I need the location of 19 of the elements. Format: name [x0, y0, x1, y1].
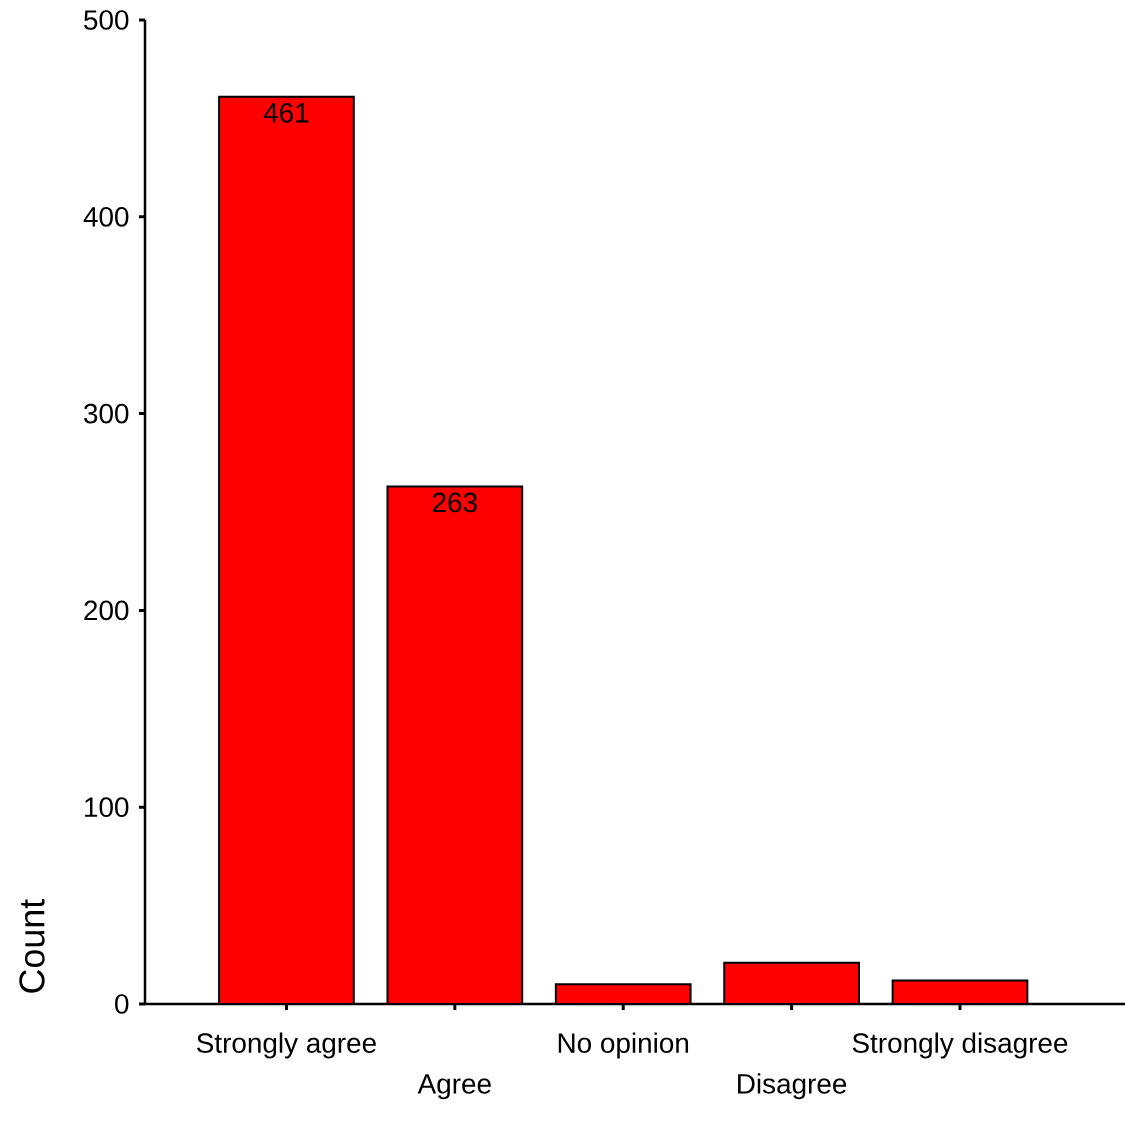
y-tick-label: 400 [83, 206, 129, 227]
x-tick-label: No opinion [558, 1032, 689, 1059]
x-tick-label: Disagree [738, 1073, 847, 1100]
bar [723, 961, 860, 1004]
y-tick-label: 0 [115, 994, 129, 1014]
bar [554, 983, 692, 1004]
x-tick-label: Strongly agree [197, 1032, 376, 1059]
y-tick-label: 300 [84, 403, 129, 424]
y-tick-label: 100 [85, 797, 129, 818]
bar [218, 95, 355, 1004]
bar [386, 485, 524, 1004]
y-tick-label: 500 [84, 10, 129, 30]
bar [891, 979, 1029, 1004]
data-label: 263 [432, 492, 477, 513]
x-tick-label: Strongly disagree [852, 1032, 1068, 1059]
y-axis-title: Count [19, 899, 45, 993]
y-tick-label: 200 [84, 600, 129, 621]
x-tick-label: Agree [417, 1074, 491, 1100]
data-label: 461 [263, 102, 309, 123]
